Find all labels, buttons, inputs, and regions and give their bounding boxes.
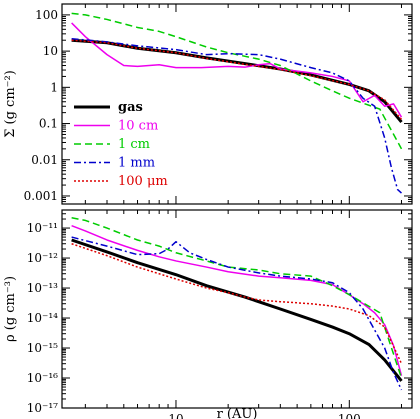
y-tick-label: 10 — [43, 44, 58, 58]
legend-label: gas — [118, 100, 143, 115]
y-tick-label: 10⁻¹⁵ — [27, 341, 58, 355]
y-tick-label: 10⁻¹² — [27, 251, 58, 265]
legend-label: 10 cm — [118, 119, 158, 134]
y-tick-label: 10⁻¹⁶ — [27, 371, 58, 385]
legend-label: 1 cm — [118, 137, 150, 152]
series-line-100-m — [71, 39, 403, 120]
y-tick-label: 0.01 — [31, 153, 58, 167]
y-axis-label: ρ (g cm⁻³) — [3, 276, 18, 342]
series-line-10-cm — [71, 224, 403, 376]
legend-label: 1 mm — [118, 156, 155, 171]
series-line-1-mm — [71, 37, 402, 194]
series-line-1-cm — [71, 12, 403, 150]
y-tick-label: 0.001 — [24, 189, 58, 203]
series-line-1-cm — [71, 217, 403, 379]
y-tick-label: 10⁻¹³ — [27, 281, 58, 295]
x-axis-label: r (AU) — [217, 407, 258, 419]
series-line-10-cm — [71, 22, 403, 118]
y-tick-label: 100 — [35, 8, 58, 22]
plot-frame — [61, 3, 413, 205]
y-tick-label: 1 — [50, 80, 58, 94]
legend-label: 100 μm — [118, 174, 168, 189]
x-tick-label: 10 — [168, 412, 183, 419]
plot-frame — [61, 209, 413, 409]
y-tick-label: 0.1 — [39, 117, 58, 131]
series-line-1-mm — [71, 236, 403, 391]
y-tick-label: 10⁻¹¹ — [27, 221, 58, 235]
y-tick-label: 10⁻¹⁷ — [27, 401, 58, 415]
series-line-100-m — [71, 243, 403, 365]
x-tick-label: 100 — [338, 412, 361, 419]
series-line-gas — [71, 238, 403, 382]
top-panel: 0.001 0.01 0.1 1 10 100 Σ (g cm⁻²) — [3, 3, 413, 205]
y-tick-label: 10⁻¹⁴ — [27, 311, 58, 325]
y-axis-label: Σ (g cm⁻²) — [3, 70, 18, 138]
bottom-panel: 10⁻¹⁷ 10⁻¹⁶ 10⁻¹⁵ 10⁻¹⁴ 10⁻¹³ 10⁻¹² 10⁻¹¹ 10 100… — [3, 209, 413, 419]
legend: gas 10 cm 1 cm 1 mm 100 μm — [74, 100, 168, 189]
